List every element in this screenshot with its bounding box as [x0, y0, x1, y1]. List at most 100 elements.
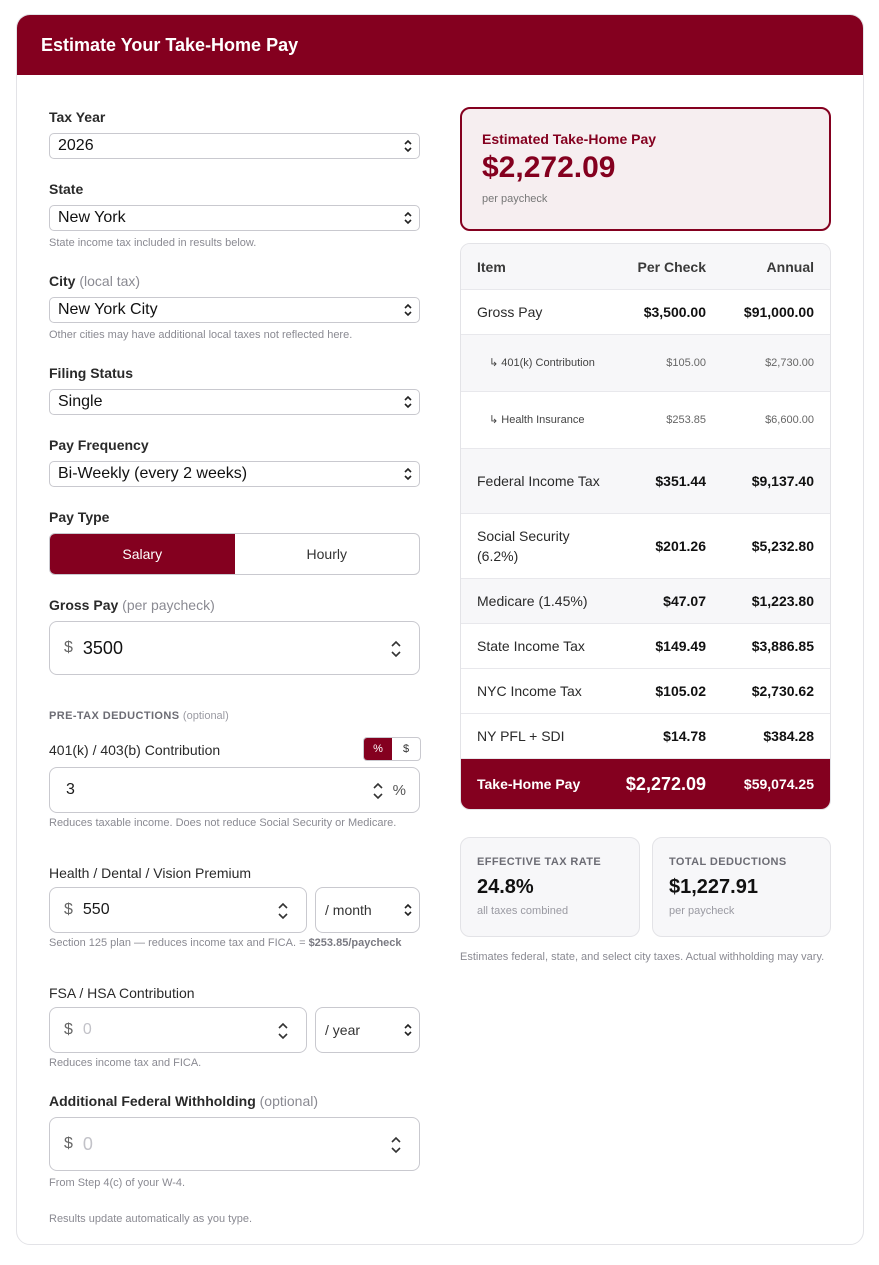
state-value: New York: [58, 209, 126, 226]
row-annual: $3,886.85: [751, 638, 814, 654]
table-row: NYC Income Tax $105.02 $2,730.62: [461, 668, 830, 713]
pay-type-label: Pay Type: [49, 509, 110, 525]
row-item: NY PFL + SDI: [477, 728, 565, 744]
table-row: NY PFL + SDI $14.78 $384.28: [461, 713, 830, 758]
total-deductions-label: TOTAL DEDUCTIONS: [669, 856, 787, 868]
hero-sub: per paycheck: [482, 193, 548, 205]
pay-type-toggle: Salary Hourly: [49, 533, 420, 575]
fsa-placeholder: 0: [82, 1021, 92, 1038]
row-annual: $6,600.00: [765, 414, 814, 426]
stepper-icon[interactable]: [389, 1134, 403, 1156]
fsa-period-select[interactable]: / year: [315, 1007, 420, 1053]
take-home-hero: Estimated Take-Home Pay $2,272.09 per pa…: [460, 107, 831, 231]
pay-type-salary-button[interactable]: Salary: [50, 534, 235, 574]
state-select[interactable]: New York: [49, 205, 420, 231]
retirement-input[interactable]: 3 %: [49, 767, 420, 813]
row-per-check: $105.00: [666, 357, 706, 369]
effective-rate-sub: all taxes combined: [477, 905, 569, 917]
table-row: Federal Income Tax $351.44 $9,137.40: [461, 448, 830, 513]
total-deductions-value: $1,227.91: [669, 876, 758, 898]
row-item: Federal Income Tax: [477, 473, 600, 489]
row-annual: $9,137.40: [751, 473, 814, 489]
chevron-updown-icon: [403, 902, 413, 918]
percent-toggle-button[interactable]: %: [364, 738, 392, 760]
city-select[interactable]: New York City: [49, 297, 420, 323]
gross-pay-value: 3500: [82, 637, 123, 658]
tax-year-select[interactable]: 2026: [49, 133, 420, 159]
row-annual: $5,232.80: [751, 538, 814, 554]
currency-symbol: $: [64, 639, 73, 656]
currency-symbol: $: [64, 901, 73, 918]
pretax-section-title: PRE-TAX DEDUCTIONS (optional): [49, 710, 229, 722]
retirement-value: 3: [66, 781, 75, 798]
row-annual: $2,730.62: [751, 683, 814, 699]
total-deductions-card: TOTAL DEDUCTIONS $1,227.91 per paycheck: [652, 837, 831, 937]
row-item: State Income Tax: [477, 638, 585, 654]
row-per-check: $14.78: [663, 728, 706, 744]
auto-update-note: Results update automatically as you type…: [49, 1213, 253, 1225]
row-per-check: $105.02: [655, 683, 706, 699]
stepper-icon[interactable]: [371, 780, 385, 802]
filing-status-value: Single: [58, 393, 103, 410]
table-row: Medicare (1.45%) $47.07 $1,223.80: [461, 578, 830, 623]
row-annual: $1,223.80: [751, 593, 814, 609]
city-label: City (local tax): [49, 273, 141, 289]
stepper-icon[interactable]: [389, 638, 403, 660]
health-help: Section 125 plan — reduces income tax an…: [49, 937, 402, 949]
filing-status-select[interactable]: Single: [49, 389, 420, 415]
currency-symbol: $: [64, 1135, 73, 1152]
city-help: Other cities may have additional local t…: [49, 329, 353, 341]
hero-value: $2,272.09: [482, 151, 616, 184]
row-per-check: $47.07: [663, 593, 706, 609]
pay-frequency-select[interactable]: Bi-Weekly (every 2 weeks): [49, 461, 420, 487]
pay-frequency-label: Pay Frequency: [49, 437, 149, 453]
row-per-check: $201.26: [655, 538, 706, 554]
row-annual: $2,730.00: [765, 357, 814, 369]
pay-type-hourly-button[interactable]: Hourly: [306, 546, 347, 562]
take-home-total-row: Take-Home Pay $2,272.09 $59,074.25: [461, 758, 830, 809]
retirement-label: 401(k) / 403(b) Contribution: [49, 742, 221, 758]
stepper-icon[interactable]: [276, 1020, 290, 1042]
fsa-input[interactable]: $ 0: [49, 1007, 307, 1053]
health-premium-input[interactable]: $ 550: [49, 887, 307, 933]
disclaimer: Estimates federal, state, and select cit…: [460, 951, 825, 963]
gross-pay-label: Gross Pay (per paycheck): [49, 597, 215, 613]
additional-withholding-help: From Step 4(c) of your W-4.: [49, 1177, 186, 1189]
effective-tax-rate-card: EFFECTIVE TAX RATE 24.8% all taxes combi…: [460, 837, 640, 937]
stepper-icon[interactable]: [276, 900, 290, 922]
state-help: State income tax included in results bel…: [49, 237, 257, 249]
row-item: Medicare (1.45%): [477, 593, 588, 609]
table-row: Social Security (6.2%) $201.26 $5,232.80: [461, 513, 830, 578]
table-header: Item Per Check Annual: [461, 244, 830, 289]
chevron-updown-icon: [403, 394, 413, 410]
pay-frequency-value: Bi-Weekly (every 2 weeks): [58, 465, 248, 482]
tax-year-value: 2026: [58, 137, 94, 154]
table-row: ↳ 401(k) Contribution $105.00 $2,730.00: [461, 334, 830, 391]
effective-rate-label: EFFECTIVE TAX RATE: [477, 856, 602, 868]
dollar-toggle-button[interactable]: $: [402, 743, 410, 755]
total-annual: $59,074.25: [743, 776, 814, 792]
health-period-value: / month: [325, 902, 372, 918]
fsa-period-value: / year: [325, 1022, 361, 1038]
total-item: Take-Home Pay: [477, 776, 581, 792]
row-per-check: $3,500.00: [643, 304, 706, 320]
chevron-updown-icon: [403, 302, 413, 318]
chevron-updown-icon: [403, 138, 413, 154]
table-row: ↳ Health Insurance $253.85 $6,600.00: [461, 391, 830, 448]
health-period-select[interactable]: / month: [315, 887, 420, 933]
chevron-updown-icon: [403, 1022, 413, 1038]
row-per-check: $351.44: [655, 473, 706, 489]
row-annual: $384.28: [763, 728, 814, 744]
tax-year-label: Tax Year: [49, 109, 106, 125]
card-header: Estimate Your Take-Home Pay: [17, 15, 863, 75]
filing-status-label: Filing Status: [49, 365, 133, 381]
retirement-help: Reduces taxable income. Does not reduce …: [49, 817, 397, 829]
row-item: ↳ Health Insurance: [489, 414, 585, 426]
gross-pay-input[interactable]: $ 3500: [49, 621, 420, 675]
breakdown-table: Item Per Check Annual Gross Pay $3,500.0…: [460, 243, 831, 810]
page-title: Estimate Your Take-Home Pay: [41, 34, 299, 55]
col-annual-header: Annual: [766, 258, 814, 275]
additional-withholding-input[interactable]: $ 0: [49, 1117, 420, 1171]
state-label: State: [49, 181, 84, 197]
fsa-label: FSA / HSA Contribution: [49, 985, 195, 1001]
